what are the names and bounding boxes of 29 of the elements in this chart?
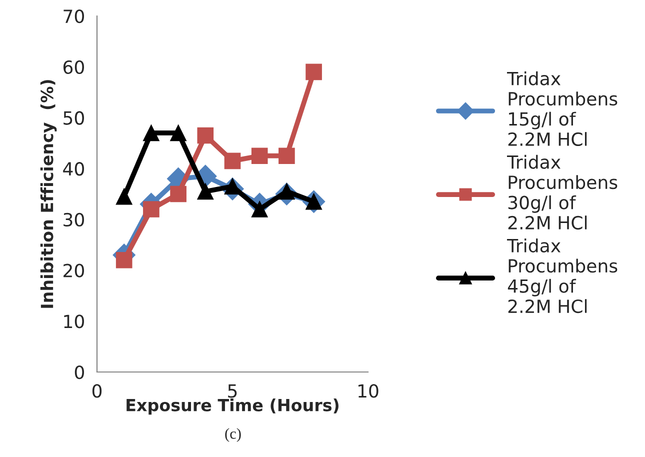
x-tick-label: 5 [228,384,237,398]
point [170,124,186,142]
point [251,148,268,164]
y-axis-title: Inhibition Efficiency (%) [40,80,57,308]
point [278,148,295,164]
y-tick-label: 20 [64,264,84,278]
point [143,124,160,142]
point [170,186,186,202]
legend-label: Tridax Procumbens 15g/l of 2.2M HCl [507,71,618,146]
x-tick-label: 10 [358,384,378,398]
y-tick-label: 70 [64,9,84,24]
point [116,188,132,205]
x-axis-title: Exposure Time (Hours) [126,398,338,415]
point [143,201,160,218]
legend-label: Tridax Procumbens 30g/l of 2.2M HCl [507,154,618,230]
point [116,252,132,268]
point [306,64,322,80]
point [197,183,214,200]
point [197,127,214,144]
y-tick-label: 0 [74,365,84,380]
y-tick-label: 60 [63,60,84,74]
y-tick-label: 40 [63,162,84,176]
legend-label: Tridax Procumbens 45g/l of 2.2M HCl [507,238,618,314]
y-tick-label: 10 [64,314,84,328]
y-tick-label: 30 [64,212,84,227]
y-tick-label: 50 [64,111,84,125]
x-tick-label: 0 [92,384,102,398]
text: (c) [225,428,241,442]
point [224,152,241,170]
